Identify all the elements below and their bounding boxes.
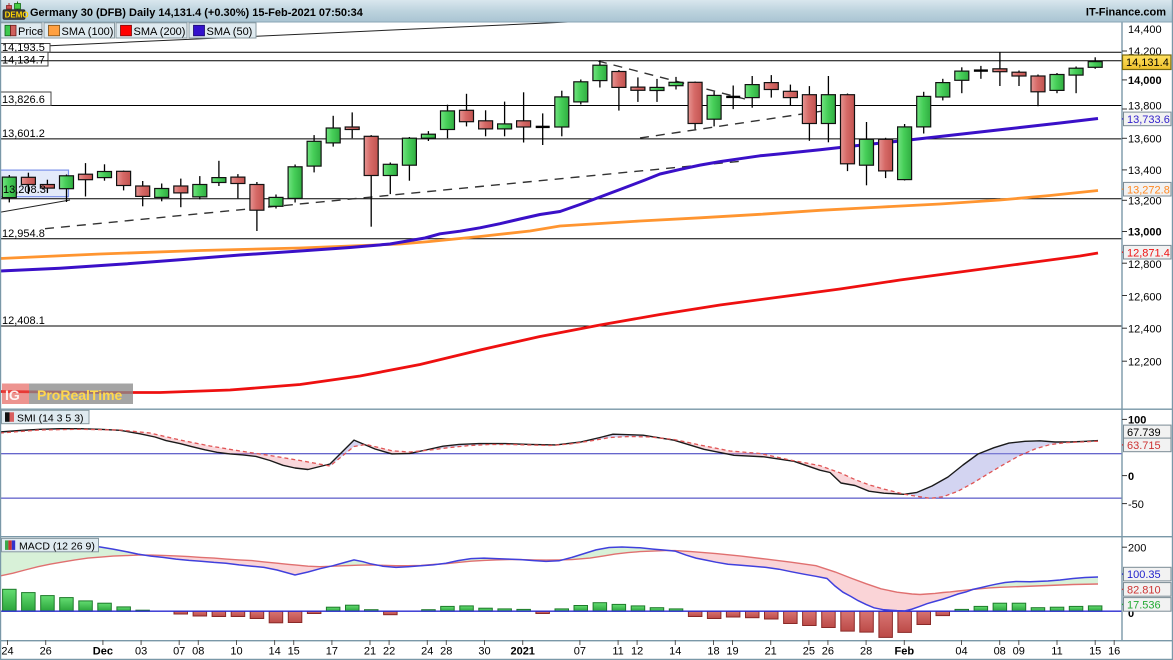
svg-text:08: 08 [192,646,204,658]
svg-text:14,000: 14,000 [1128,75,1162,87]
svg-text:13,272.8: 13,272.8 [1127,184,1170,196]
svg-text:11: 11 [1051,646,1062,658]
svg-text:17.536: 17.536 [1127,600,1161,612]
svg-text:14: 14 [669,646,681,658]
svg-text:ProRealTime: ProRealTime [37,387,123,403]
svg-text:100: 100 [1128,415,1146,427]
svg-text:MACD (12 26 9): MACD (12 26 9) [19,541,95,553]
svg-text:12,954.8: 12,954.8 [2,228,45,240]
svg-text:12,871.4: 12,871.4 [1127,247,1170,259]
svg-text:13,733.6: 13,733.6 [1127,114,1170,126]
svg-text:21: 21 [364,646,376,658]
svg-text:10: 10 [230,646,242,658]
svg-text:13,400: 13,400 [1128,165,1162,177]
svg-text:04: 04 [955,646,967,658]
svg-text:-50: -50 [1128,499,1144,511]
svg-text:14: 14 [268,646,280,658]
svg-text:15: 15 [288,646,300,658]
svg-text:200: 200 [1128,542,1146,554]
svg-text:SMA (50): SMA (50) [207,26,253,38]
svg-text:11: 11 [612,646,623,658]
svg-text:07: 07 [173,646,185,658]
svg-text:12,400: 12,400 [1128,324,1162,336]
svg-text:67.739: 67.739 [1127,427,1161,439]
svg-text:30: 30 [478,646,490,658]
svg-text:13,600: 13,600 [1128,133,1162,145]
svg-text:12,800: 12,800 [1128,259,1162,271]
svg-text:24: 24 [1,646,13,658]
svg-text:22: 22 [383,646,395,658]
svg-text:12,600: 12,600 [1128,292,1162,304]
svg-text:13,208.3: 13,208.3 [3,184,46,196]
svg-text:DEMO: DEMO [5,11,29,20]
svg-text:26: 26 [40,646,52,658]
svg-text:18: 18 [707,646,719,658]
svg-text:28: 28 [860,646,872,658]
svg-text:24: 24 [421,646,433,658]
svg-text:IG: IG [5,387,20,403]
svg-text:13,601.2: 13,601.2 [2,128,45,140]
svg-text:12,408.1: 12,408.1 [2,315,45,327]
svg-text:03: 03 [135,646,147,658]
svg-text:25: 25 [803,646,815,658]
svg-text:14,400: 14,400 [1128,24,1162,36]
svg-text:09: 09 [1013,646,1025,658]
svg-text:Germany 30 (DFB) Daily 14,131.: Germany 30 (DFB) Daily 14,131.4 (+0.30%)… [30,7,364,19]
svg-text:13,826.6: 13,826.6 [2,94,45,106]
svg-text:21: 21 [765,646,777,658]
svg-text:0: 0 [1128,608,1134,620]
svg-text:28: 28 [440,646,452,658]
svg-text:13,800: 13,800 [1128,101,1162,113]
svg-text:12: 12 [631,646,643,658]
svg-text:SMA (200): SMA (200) [134,26,186,38]
svg-text:15: 15 [1089,646,1101,658]
svg-text:13,200: 13,200 [1128,196,1162,208]
svg-text:Price: Price [18,26,43,38]
svg-text:16: 16 [1108,646,1120,658]
svg-text:SMA (100): SMA (100) [62,26,114,38]
svg-text:19: 19 [726,646,738,658]
svg-text:14,193.5: 14,193.5 [2,42,45,54]
svg-text:26: 26 [822,646,834,658]
svg-text:14,131.4: 14,131.4 [1126,57,1169,69]
svg-text:2021: 2021 [510,646,534,658]
svg-text:17: 17 [326,646,338,658]
svg-text:12,200: 12,200 [1128,356,1162,368]
svg-text:Dec: Dec [93,646,113,658]
svg-text:63.715: 63.715 [1127,440,1161,452]
svg-text:14,134.7: 14,134.7 [2,55,45,67]
svg-text:Feb: Feb [895,646,915,658]
svg-text:SMI (14 3 5 3): SMI (14 3 5 3) [17,412,84,424]
svg-text:0: 0 [1128,471,1134,483]
svg-text:82.810: 82.810 [1127,585,1161,597]
svg-text:07: 07 [574,646,586,658]
svg-text:100.35: 100.35 [1127,569,1161,581]
svg-text:08: 08 [994,646,1006,658]
svg-text:IT-Finance.com: IT-Finance.com [1086,7,1166,19]
svg-text:13,000: 13,000 [1128,226,1162,238]
